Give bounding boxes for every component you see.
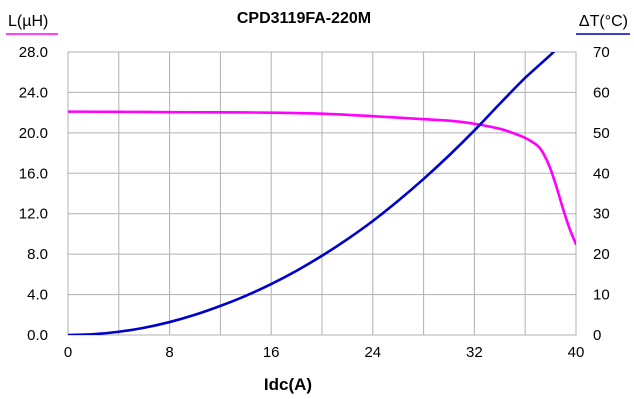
right-y-tick-label: 60 <box>593 84 610 101</box>
left-y-tick-label: 8.0 <box>27 246 48 263</box>
tick-labels: 0 8 16 24 32 40 0.0 4.0 8.0 12.0 16.0 20.0 24.0 28.0 0… <box>19 44 610 361</box>
right-y-tick-label: 20 <box>593 246 610 263</box>
x-tick-label: 8 <box>165 344 173 361</box>
right-axis-label: ΔT(°C) <box>579 13 628 30</box>
left-y-tick-label: 4.0 <box>27 287 48 304</box>
x-tick-label: 40 <box>568 344 585 361</box>
left-y-tick-label: 12.0 <box>19 206 48 223</box>
x-tick-label: 24 <box>364 344 381 361</box>
x-tick-label: 16 <box>263 344 280 361</box>
left-y-tick-label: 16.0 <box>19 165 48 182</box>
chart-title: CPD3119FA-220M <box>237 10 371 27</box>
x-tick-label: 32 <box>466 344 483 361</box>
left-y-tick-label: 28.0 <box>19 44 48 61</box>
right-y-tick-label: 40 <box>593 165 610 182</box>
left-axis-label: L(µH) <box>8 13 48 30</box>
plot-area <box>68 52 576 335</box>
x-axis-label: Idc(A) <box>264 375 312 394</box>
left-y-tick-label: 20.0 <box>19 125 48 142</box>
right-y-tick-label: 0 <box>593 327 601 344</box>
grid <box>67 51 577 336</box>
temperature-rise-line <box>68 52 556 335</box>
right-y-tick-label: 10 <box>593 287 610 304</box>
left-y-tick-label: 24.0 <box>19 84 48 101</box>
inductance-line <box>68 110 576 246</box>
right-y-tick-label: 50 <box>593 125 610 142</box>
right-y-tick-label: 30 <box>593 206 610 223</box>
left-y-tick-label: 0.0 <box>27 327 48 344</box>
x-tick-label: 0 <box>64 344 72 361</box>
right-y-tick-label: 70 <box>593 44 610 61</box>
